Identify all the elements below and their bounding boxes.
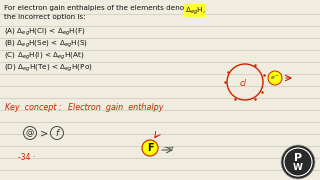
Circle shape (281, 145, 315, 179)
Text: cl: cl (239, 78, 246, 87)
Text: F: F (147, 143, 153, 153)
Circle shape (142, 140, 158, 156)
Text: -34 ·: -34 · (18, 153, 35, 162)
Text: f: f (55, 129, 59, 138)
Text: For electron gain enthalpies of the elements denoted as: For electron gain enthalpies of the elem… (4, 5, 209, 11)
Text: >: > (40, 128, 48, 138)
Text: (C) $\Delta_{eg}$H(I) < $\Delta_{eg}$H(At): (C) $\Delta_{eg}$H(I) < $\Delta_{eg}$H(A… (4, 51, 84, 62)
Text: @: @ (26, 129, 34, 138)
Text: the incorrect option is:: the incorrect option is: (4, 14, 86, 20)
Text: (B) $\Delta_{eg}$H(Se) < $\Delta_{eg}$H(S): (B) $\Delta_{eg}$H(Se) < $\Delta_{eg}$H(… (4, 39, 88, 50)
Text: W: W (293, 163, 303, 172)
Text: Electron  gain  enthalpy: Electron gain enthalpy (68, 103, 164, 112)
Text: $e^-$: $e^-$ (270, 74, 280, 82)
Text: ~→: ~→ (162, 146, 174, 152)
Text: $\Delta_{eg}$H,: $\Delta_{eg}$H, (185, 5, 205, 17)
Text: Key  concept :: Key concept : (5, 103, 62, 112)
Circle shape (268, 71, 282, 85)
Text: (D) $\Delta_{eg}$H(Te) < $\Delta_{eg}$H(Po): (D) $\Delta_{eg}$H(Te) < $\Delta_{eg}$H(… (4, 63, 93, 74)
Text: P: P (294, 153, 302, 163)
Text: (A) $\Delta_{eg}$H(Cl) < $\Delta_{eg}$H(F): (A) $\Delta_{eg}$H(Cl) < $\Delta_{eg}$H(… (4, 27, 85, 38)
